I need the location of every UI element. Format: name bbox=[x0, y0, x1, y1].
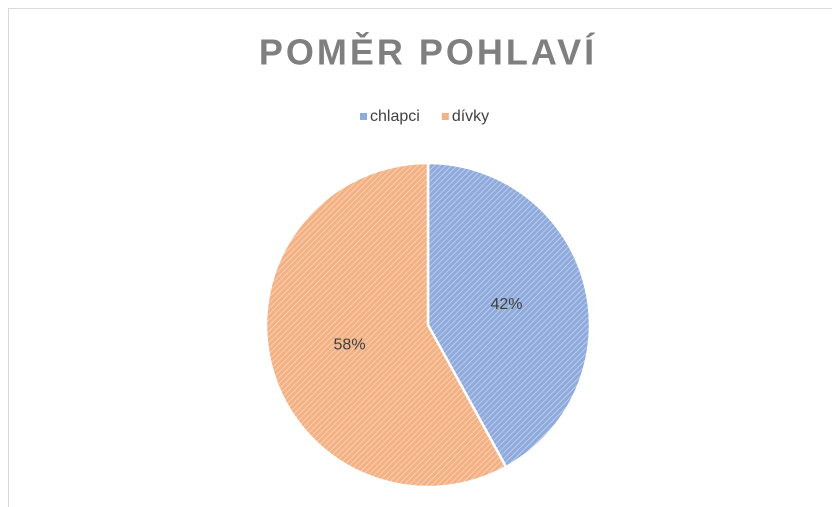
pie: 42% 58% bbox=[264, 161, 592, 489]
legend: chlapci dívky bbox=[360, 108, 489, 125]
data-label: 42% bbox=[490, 296, 522, 313]
legend-swatch bbox=[441, 113, 449, 120]
legend-label: chlapci bbox=[370, 108, 420, 125]
data-label: 58% bbox=[334, 336, 366, 353]
chart-title: POMĚR POHLAVÍ bbox=[259, 31, 597, 73]
legend-swatch bbox=[360, 113, 367, 120]
legend-label: dívky bbox=[452, 108, 489, 125]
